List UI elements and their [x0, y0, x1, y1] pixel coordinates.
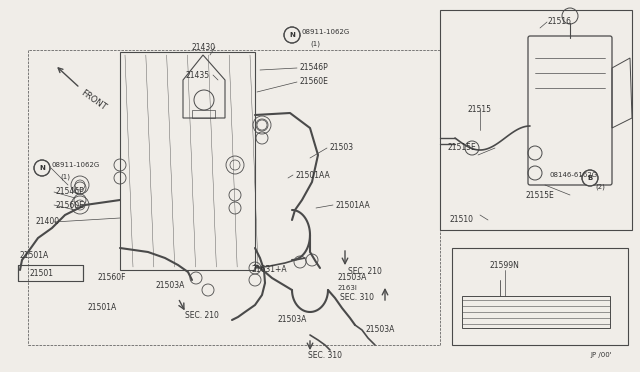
- Text: B: B: [588, 175, 593, 181]
- Text: 21501: 21501: [30, 269, 54, 278]
- Text: 21546P: 21546P: [55, 187, 84, 196]
- Text: 2163I: 2163I: [338, 285, 358, 291]
- Bar: [192, 110, 215, 118]
- Text: 21430: 21430: [192, 42, 216, 51]
- Text: 21515E: 21515E: [448, 144, 477, 153]
- Bar: [120, 52, 255, 270]
- Text: 21501A: 21501A: [20, 250, 49, 260]
- Text: 21546P: 21546P: [300, 64, 329, 73]
- Text: SEC. 310: SEC. 310: [308, 350, 342, 359]
- Text: 08911-1062G: 08911-1062G: [52, 162, 100, 168]
- Text: 21560E: 21560E: [55, 201, 84, 209]
- Circle shape: [284, 27, 300, 43]
- Bar: [462, 296, 610, 328]
- Text: (1): (1): [60, 174, 70, 180]
- Text: 21503: 21503: [330, 144, 354, 153]
- Circle shape: [34, 160, 50, 176]
- Bar: [452, 248, 628, 345]
- Text: 08146-6162G: 08146-6162G: [550, 172, 598, 178]
- Text: N: N: [39, 165, 45, 171]
- Text: 21503A: 21503A: [365, 326, 394, 334]
- Text: (2): (2): [595, 184, 605, 190]
- Text: FRONT: FRONT: [79, 88, 108, 112]
- Text: 21599N: 21599N: [490, 260, 520, 269]
- Text: 21631+A: 21631+A: [252, 266, 287, 275]
- Text: 21516: 21516: [548, 17, 572, 26]
- Text: 21560E: 21560E: [300, 77, 329, 87]
- Text: 21501A: 21501A: [88, 304, 117, 312]
- Text: 21503A: 21503A: [155, 280, 184, 289]
- Text: 21510: 21510: [450, 215, 474, 224]
- Text: 21503A: 21503A: [278, 315, 307, 324]
- Text: 21560F: 21560F: [98, 273, 127, 282]
- Bar: [440, 10, 632, 230]
- Text: 21515E: 21515E: [525, 190, 554, 199]
- Text: (1): (1): [310, 41, 320, 47]
- Circle shape: [582, 170, 598, 186]
- Text: 21501AA: 21501AA: [295, 170, 330, 180]
- Text: 21515: 21515: [468, 106, 492, 115]
- Text: JP /00': JP /00': [590, 352, 612, 358]
- Text: SEC. 210: SEC. 210: [185, 311, 219, 320]
- Text: 21400: 21400: [35, 218, 59, 227]
- Text: 21501AA: 21501AA: [335, 201, 370, 209]
- Text: 21435: 21435: [185, 71, 209, 80]
- Text: SEC. 210: SEC. 210: [348, 267, 382, 276]
- Bar: [18, 265, 83, 281]
- Text: N: N: [289, 32, 295, 38]
- Text: 21503A: 21503A: [338, 273, 367, 282]
- Text: 08911-1062G: 08911-1062G: [302, 29, 350, 35]
- Text: SEC. 310: SEC. 310: [340, 294, 374, 302]
